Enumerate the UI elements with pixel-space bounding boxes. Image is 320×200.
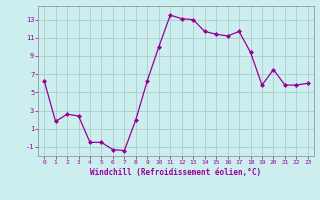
X-axis label: Windchill (Refroidissement éolien,°C): Windchill (Refroidissement éolien,°C) xyxy=(91,168,261,177)
